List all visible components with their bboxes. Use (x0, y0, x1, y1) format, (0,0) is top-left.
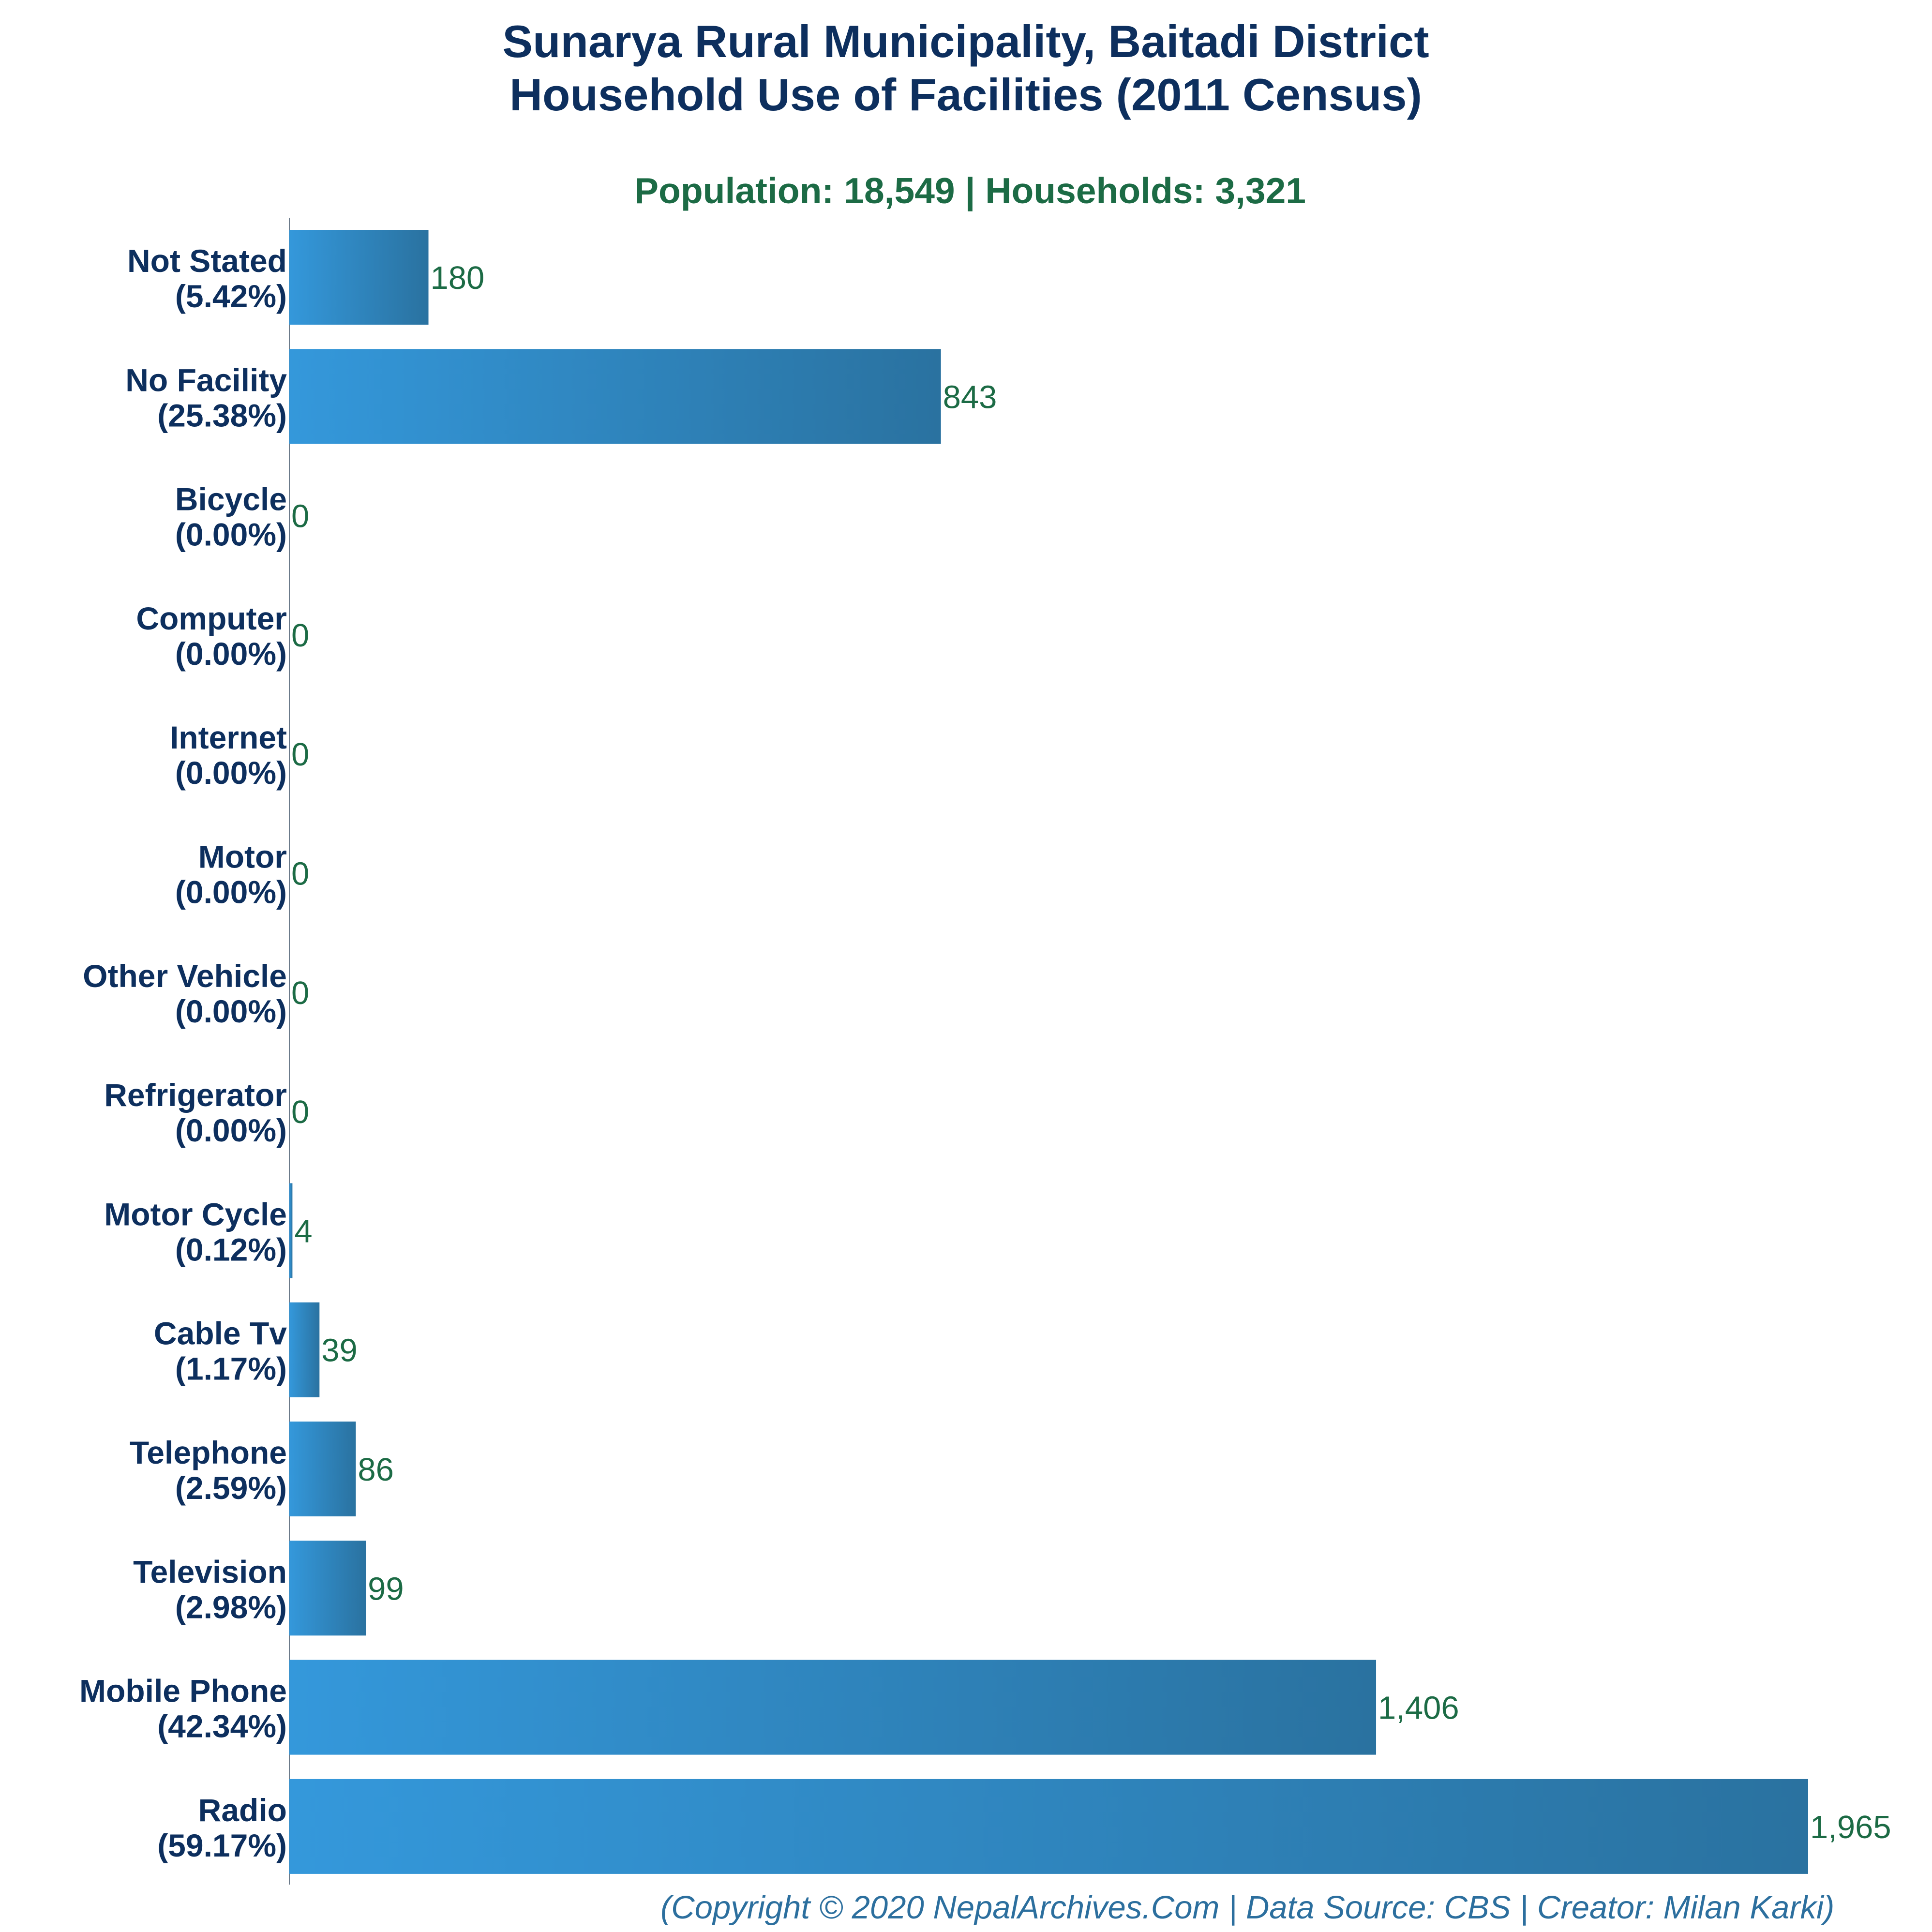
bar-mobile-phone (289, 1660, 1377, 1755)
category-percent-label: (2.98%) (175, 1589, 287, 1625)
category-percent-label: (0.00%) (175, 517, 287, 553)
value-label: 86 (358, 1452, 394, 1488)
bar-cable-tv (289, 1302, 320, 1397)
bar-radio (289, 1779, 1808, 1874)
category-label: Motor (198, 839, 287, 875)
category-label: Not Stated (127, 243, 287, 279)
category-label: Computer (136, 600, 287, 636)
value-label: 843 (943, 379, 997, 415)
category-label: Telephone (130, 1435, 287, 1470)
value-label: 4 (294, 1213, 312, 1249)
category-percent-label: (0.12%) (175, 1231, 287, 1267)
category-percent-label: (2.59%) (175, 1470, 287, 1506)
category-percent-label: (5.42%) (175, 278, 287, 314)
chart-subtitle: Population: 18,549 | Households: 3,321 (634, 170, 1306, 211)
category-label: Radio (198, 1792, 287, 1828)
category-label: Cable Tv (154, 1316, 287, 1351)
value-label: 0 (291, 498, 309, 535)
category-percent-label: (0.00%) (175, 1112, 287, 1148)
category-percent-label: (1.17%) (175, 1351, 287, 1387)
category-label: Mobile Phone (79, 1673, 287, 1709)
bar-telephone (289, 1422, 356, 1516)
bar-motor-cycle (289, 1183, 293, 1278)
category-label: No Facility (125, 362, 287, 398)
category-percent-label: (0.00%) (175, 993, 287, 1029)
category-percent-label: (42.34%) (157, 1708, 287, 1744)
chart-title-line1: Sunarya Rural Municipality, Baitadi Dist… (502, 16, 1429, 67)
value-label: 0 (291, 975, 309, 1011)
category-label: Refrigerator (104, 1077, 287, 1113)
bar-television (289, 1541, 366, 1636)
category-label: Bicycle (175, 481, 287, 517)
value-label: 99 (368, 1571, 404, 1607)
bars-group: Not Stated(5.42%) 180 No Facility(25.38%) 8… (79, 230, 1891, 1874)
value-label: 0 (291, 1094, 309, 1130)
value-label: 0 (291, 736, 309, 773)
value-label: 0 (291, 617, 309, 654)
category-percent-label: (59.17%) (157, 1827, 287, 1863)
category-percent-label: (25.38%) (157, 397, 287, 433)
value-label: 1,406 (1378, 1690, 1459, 1726)
category-percent-label: (0.00%) (175, 636, 287, 672)
category-percent-label: (0.00%) (175, 755, 287, 791)
category-percent-label: (0.00%) (175, 874, 287, 910)
value-label: 1,965 (1810, 1809, 1891, 1845)
category-label: Motor Cycle (104, 1196, 287, 1232)
bar-no-facility (289, 349, 941, 444)
category-label: Internet (170, 719, 287, 755)
value-label: 39 (321, 1333, 358, 1369)
category-label: Television (133, 1554, 287, 1589)
bar-not-stated (289, 230, 429, 325)
footer-credit: (Copyright © 2020 NepalArchives.Com | Da… (660, 1889, 1834, 1926)
chart-title-line2: Household Use of Facilities (2011 Census… (509, 69, 1422, 120)
category-label: Other Vehicle (83, 958, 287, 994)
value-label: 0 (291, 856, 309, 892)
value-label: 180 (431, 260, 485, 296)
